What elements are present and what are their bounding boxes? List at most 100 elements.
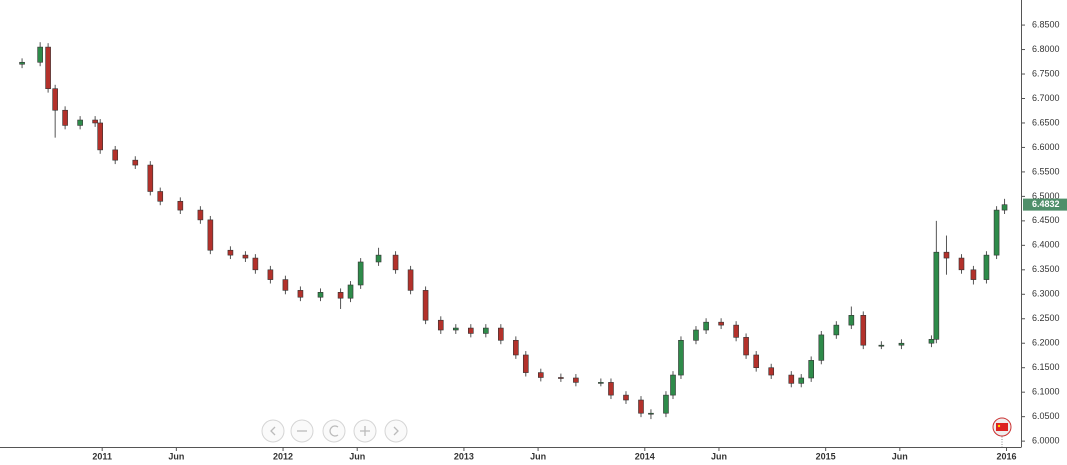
flag-star bbox=[997, 424, 1001, 428]
candle-body bbox=[848, 315, 855, 326]
candle-body bbox=[970, 269, 977, 280]
y-tick-label: 6.2000 bbox=[1032, 338, 1060, 348]
scroll-right-button[interactable] bbox=[384, 419, 408, 443]
candle-body bbox=[943, 251, 950, 259]
candle-body bbox=[347, 284, 354, 299]
x-tick-label: 2016 bbox=[997, 451, 1017, 461]
zoom-in-button[interactable] bbox=[353, 419, 377, 443]
y-tick-label: 6.7500 bbox=[1032, 68, 1060, 78]
x-tick-label: 2014 bbox=[635, 451, 655, 461]
y-tick-label: 6.7000 bbox=[1032, 93, 1060, 103]
candle-body bbox=[663, 394, 669, 414]
candle-body bbox=[678, 339, 684, 376]
candle-body bbox=[833, 324, 840, 336]
y-tick-label: 6.1500 bbox=[1032, 362, 1060, 372]
candle-body bbox=[132, 159, 139, 166]
y-tick-label: 6.6500 bbox=[1032, 117, 1060, 127]
y-tick-label: 6.2500 bbox=[1032, 313, 1060, 323]
candle-body bbox=[928, 339, 935, 344]
candle-body bbox=[407, 269, 414, 291]
candle-body bbox=[157, 191, 164, 202]
x-tick-label: Jun bbox=[168, 451, 184, 461]
x-tick-label: Jun bbox=[711, 451, 727, 461]
y-tick-label: 6.0000 bbox=[1032, 436, 1060, 446]
candle-body bbox=[623, 394, 629, 401]
x-tick-label: 2011 bbox=[92, 451, 112, 461]
last-price-label: 6.4832 bbox=[1032, 199, 1060, 209]
candle-body bbox=[718, 321, 724, 326]
candle-body bbox=[267, 269, 274, 280]
candle-body bbox=[112, 149, 119, 161]
y-tick-label: 6.4000 bbox=[1032, 240, 1060, 250]
candle-body bbox=[483, 327, 489, 334]
flag-icon bbox=[996, 423, 1008, 431]
candle-body bbox=[177, 200, 184, 211]
candle-body bbox=[818, 334, 825, 361]
flag-marker[interactable] bbox=[992, 417, 1012, 447]
candle-body bbox=[92, 119, 98, 124]
candle-body bbox=[422, 290, 429, 321]
candle-body bbox=[537, 372, 544, 378]
candle-body bbox=[375, 254, 382, 263]
candle-body bbox=[693, 329, 699, 341]
candle-body bbox=[197, 209, 204, 221]
candle-body bbox=[878, 344, 885, 347]
candle-body bbox=[808, 360, 814, 379]
candle-body bbox=[282, 279, 289, 291]
candle-body bbox=[860, 315, 867, 346]
candle-body bbox=[573, 377, 579, 383]
y-tick-label: 6.8500 bbox=[1032, 19, 1060, 29]
candle-body bbox=[798, 377, 805, 384]
navigation bbox=[261, 419, 408, 443]
candle-body bbox=[77, 119, 83, 126]
candle-body bbox=[37, 46, 43, 63]
candle-body bbox=[958, 257, 965, 271]
y-tick-label: 6.5000 bbox=[1032, 191, 1060, 201]
candle-body bbox=[513, 339, 519, 356]
candle-body bbox=[452, 327, 459, 331]
x-tick-label: Jun bbox=[349, 451, 365, 461]
candle-body bbox=[242, 254, 249, 259]
candle-body bbox=[52, 88, 58, 111]
candle-body bbox=[252, 257, 259, 271]
candle-body bbox=[743, 337, 749, 356]
candle-body bbox=[638, 399, 644, 414]
y-tick-label: 6.8000 bbox=[1032, 44, 1060, 54]
y-tick-label: 6.1000 bbox=[1032, 387, 1060, 397]
y-tick-label: 6.6000 bbox=[1032, 142, 1060, 152]
candle-body bbox=[898, 342, 905, 346]
candle-body bbox=[357, 261, 364, 286]
y-tick-label: 6.3000 bbox=[1032, 289, 1060, 299]
y-tick-label: 6.4500 bbox=[1032, 215, 1060, 225]
candle-body bbox=[467, 327, 474, 334]
candle-body bbox=[45, 46, 51, 90]
candle-body bbox=[933, 251, 940, 340]
y-tick-label: 6.3500 bbox=[1032, 264, 1060, 274]
scroll-left-button[interactable] bbox=[261, 419, 285, 443]
candle-body bbox=[993, 209, 1000, 256]
candle-body bbox=[670, 374, 676, 396]
last-price-box bbox=[1023, 198, 1067, 211]
candle-body bbox=[1001, 204, 1008, 211]
candle-body bbox=[768, 367, 775, 376]
reset-button[interactable] bbox=[322, 419, 346, 443]
candle-body bbox=[983, 254, 990, 280]
candle-body bbox=[337, 292, 344, 299]
candle-body bbox=[558, 377, 564, 379]
candle-body bbox=[392, 254, 399, 271]
candle-body bbox=[598, 382, 604, 384]
candle-body bbox=[97, 122, 104, 151]
candle-body bbox=[437, 319, 444, 331]
candle-body bbox=[753, 354, 760, 369]
y-tick-label: 6.0500 bbox=[1032, 411, 1060, 421]
candle-body bbox=[648, 412, 654, 415]
candle-body bbox=[733, 324, 739, 338]
candle-body bbox=[147, 164, 154, 192]
candle-body bbox=[788, 374, 795, 384]
candle-body bbox=[522, 354, 529, 373]
zoom-out-button[interactable] bbox=[290, 419, 314, 443]
candle-body bbox=[207, 219, 214, 251]
candle-body bbox=[608, 382, 614, 396]
x-tick-label: Jun bbox=[892, 451, 908, 461]
